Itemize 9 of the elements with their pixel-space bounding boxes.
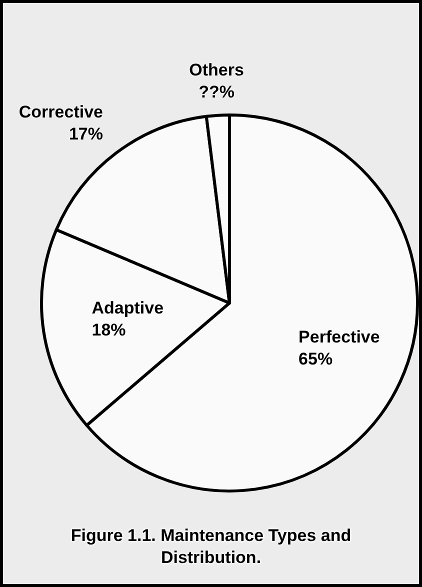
data-label: 65%: [298, 349, 333, 368]
slice-label: Adaptive: [92, 298, 164, 318]
data-label: 17%: [68, 124, 103, 144]
data-label: ??%: [198, 82, 234, 102]
data-label: 18%: [92, 320, 126, 340]
slice-label: Perfective: [298, 327, 380, 346]
slice-label: Corrective: [18, 102, 103, 122]
text: Figure 1.1. Maintenance Types and Distribution.: [70, 525, 352, 569]
slice-label: Others: [189, 60, 244, 80]
